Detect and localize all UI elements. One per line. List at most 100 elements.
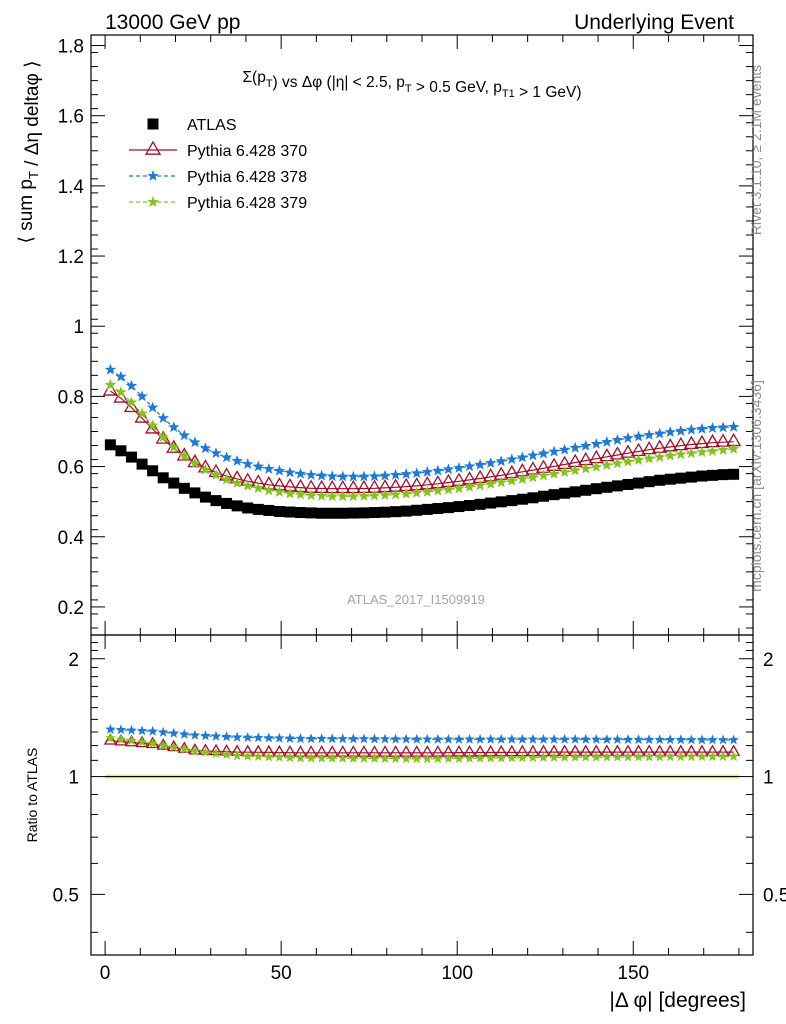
- ratio-plot-content: 0.5 0.5 1 1 2 2 0 50 100 150: [53, 635, 786, 984]
- x-tick-label: 50: [271, 963, 292, 984]
- data-point: [358, 507, 370, 519]
- ratio-data-point: [633, 734, 644, 745]
- data-point: [548, 445, 560, 457]
- data-point: [685, 423, 698, 435]
- ratio-data-point: [432, 753, 444, 764]
- data-point: [527, 471, 539, 483]
- ratio-data-point: [105, 732, 116, 743]
- ratio-data-point: [538, 733, 549, 744]
- data-point: [326, 470, 338, 482]
- data-point: [421, 503, 433, 515]
- legend-marker: [144, 140, 162, 155]
- data-point: [653, 427, 666, 439]
- main-y-tick-label: 0.2: [58, 598, 84, 619]
- data-point: [707, 469, 719, 481]
- ratio-data-point: [210, 730, 222, 741]
- ratio-data-point: [231, 750, 243, 761]
- ratio-y-tick-label: 1: [68, 768, 79, 789]
- ratio-data-point: [580, 733, 591, 744]
- data-point: [400, 487, 412, 499]
- ratio-data-point: [569, 733, 581, 744]
- data-point: [273, 464, 286, 476]
- ratio-data-point: [210, 748, 222, 758]
- ratio-data-point: [305, 733, 317, 744]
- data-point: [463, 460, 476, 472]
- ratio-y-tick-label: 2: [68, 650, 79, 671]
- data-point: [442, 483, 455, 495]
- data-point: [284, 506, 296, 518]
- ratio-data-point: [728, 734, 739, 745]
- data-point: [548, 489, 560, 501]
- data-point: [453, 482, 465, 494]
- data-point: [178, 429, 191, 441]
- data-point: [199, 463, 212, 475]
- ratio-data-point: [274, 732, 285, 743]
- ratio-data-point: [665, 734, 676, 745]
- data-point: [400, 468, 412, 479]
- data-point: [389, 488, 402, 500]
- data-point: [231, 500, 243, 512]
- legend-label: ATLAS: [187, 117, 237, 134]
- data-point: [411, 504, 423, 516]
- ratio-data-point: [696, 734, 708, 745]
- x-tick-label: 0: [100, 963, 111, 984]
- ratio-series-line: [110, 740, 734, 754]
- ratio-data-point: [379, 753, 391, 764]
- ratio-data-point: [200, 746, 211, 757]
- ratio-y-tick-label-right: 1: [763, 768, 774, 789]
- ratio-data-point: [126, 724, 137, 735]
- x-axis-label: |Δ φ| [degrees]: [609, 989, 746, 1012]
- main-y-tick-label: 1.6: [58, 107, 84, 128]
- data-point: [622, 432, 634, 444]
- data-point: [453, 501, 465, 513]
- data-point: [727, 420, 740, 432]
- data-point: [125, 396, 138, 408]
- data-point: [432, 484, 444, 496]
- ratio-data-point: [548, 733, 560, 744]
- legend-entry-pythia-6-428-379: Pythia 6.428 379: [129, 195, 307, 212]
- data-point: [590, 483, 602, 495]
- ratio-data-point: [179, 743, 190, 754]
- data-point: [241, 479, 254, 491]
- ratio-series-pythia-6-428-370: [103, 733, 741, 757]
- ratio-data-point: [157, 726, 169, 737]
- data-point: [727, 443, 740, 454]
- ratio-data-point: [717, 734, 729, 745]
- chart-title: Σ(pT) vs Δφ (|η| < 2.5, pT > 0.5 GeV, pT…: [242, 69, 581, 101]
- data-point: [632, 454, 645, 465]
- analysis-watermark: ATLAS_2017_I1509919: [347, 592, 485, 607]
- data-point: [347, 507, 359, 519]
- ratio-data-point: [464, 752, 475, 763]
- data-point: [611, 457, 624, 469]
- ratio-data-point: [580, 751, 591, 762]
- data-point: [189, 457, 201, 469]
- ratio-data-point: [548, 751, 560, 762]
- ratio-data-point: [221, 731, 232, 742]
- ratio-series-pythia-6-428-378: [105, 723, 739, 745]
- ratio-data-point: [569, 751, 581, 762]
- data-point: [155, 430, 171, 444]
- ratio-data-point: [253, 751, 264, 761]
- data-point: [231, 454, 243, 466]
- data-point: [506, 453, 518, 465]
- data-point: [157, 472, 169, 484]
- x-tick-label: 150: [617, 963, 649, 984]
- data-point: [601, 481, 613, 493]
- ratio-data-point: [654, 751, 665, 762]
- ratio-data-point: [379, 733, 391, 744]
- data-point: [123, 398, 140, 413]
- data-point: [696, 470, 708, 482]
- ratio-data-point: [453, 733, 465, 744]
- ratio-data-point: [231, 731, 243, 742]
- data-point: [675, 448, 687, 460]
- data-point: [168, 441, 180, 453]
- ratio-data-point: [527, 752, 539, 763]
- header-right: Underlying Event: [574, 11, 734, 34]
- data-point: [675, 424, 687, 436]
- ratio-plot-frame: [90, 634, 754, 956]
- data-point: [136, 407, 148, 419]
- data-point: [157, 412, 169, 424]
- data-point: [643, 452, 655, 464]
- ratio-data-point: [242, 750, 253, 761]
- data-point: [706, 421, 719, 433]
